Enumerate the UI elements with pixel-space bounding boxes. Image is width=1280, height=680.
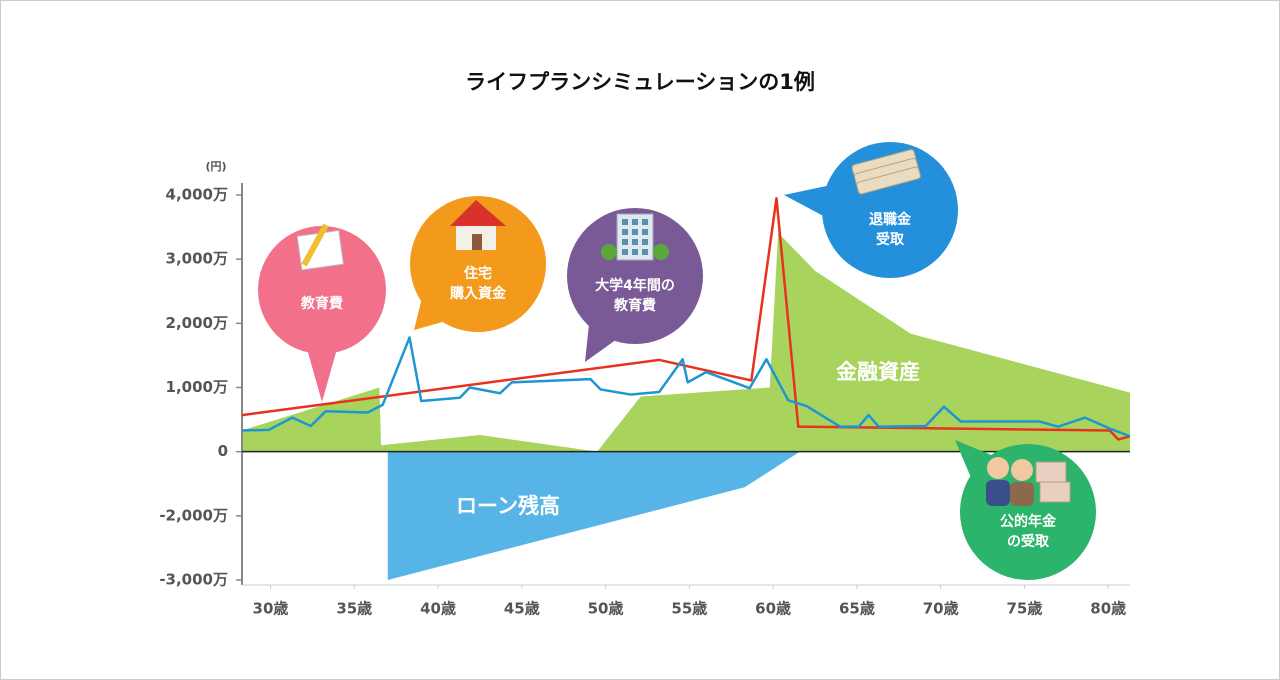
callout-label: 公的年金 <box>1000 513 1057 530</box>
icon <box>986 480 1010 506</box>
callout-bubble <box>410 196 546 332</box>
icon <box>301 223 329 267</box>
area <box>387 451 800 580</box>
x-tick-label: 60歳 <box>755 600 791 618</box>
y-tick-label: 1,000万 <box>166 378 228 396</box>
callout-tail <box>308 352 336 402</box>
icon <box>987 457 1009 479</box>
icon <box>1010 482 1034 506</box>
x-tick-label: 45歳 <box>504 600 540 618</box>
y-tick-label: 2,000万 <box>166 314 228 332</box>
callout-label: 住宅 <box>463 265 492 282</box>
icon <box>622 219 628 225</box>
callout-label: 大学4年間の <box>595 277 675 294</box>
callout-label: の受取 <box>1007 533 1050 550</box>
icon <box>1011 459 1033 481</box>
icon <box>653 244 669 260</box>
icon <box>642 249 648 255</box>
icon <box>632 219 638 225</box>
callout-tail <box>955 440 992 476</box>
y-tick-label: -2,000万 <box>159 506 228 524</box>
line <box>241 196 1131 441</box>
icon <box>1039 481 1071 503</box>
callout: 教育費 <box>258 223 386 402</box>
icon <box>632 249 638 255</box>
y-tick-label: 3,000万 <box>166 250 228 268</box>
callout-tail <box>784 186 827 216</box>
x-tick-label: 50歳 <box>588 600 624 618</box>
callout-label: 教育費 <box>613 297 656 314</box>
x-tick-label: 80歳 <box>1090 600 1126 618</box>
icon <box>632 239 638 245</box>
callout-bubble <box>258 226 386 354</box>
icon <box>622 249 628 255</box>
icon <box>1035 461 1067 483</box>
icon <box>450 200 506 226</box>
area-label: ローン残高 <box>456 494 560 518</box>
y-tick-label: 0 <box>218 442 228 460</box>
icon <box>472 234 482 250</box>
icon <box>642 219 648 225</box>
y-unit: (円) <box>205 160 226 173</box>
chart-title: ライフプランシミュレーションの1例 <box>465 70 815 94</box>
area <box>242 232 1130 452</box>
callout-bubble <box>567 208 703 344</box>
icon <box>601 244 617 260</box>
line <box>241 336 1131 438</box>
x-tick-label: 55歳 <box>671 600 707 618</box>
x-tick-label: 30歳 <box>253 600 289 618</box>
callout-tail <box>585 325 615 362</box>
x-tick-label: 65歳 <box>839 600 875 618</box>
icon <box>622 239 628 245</box>
icon <box>642 229 648 235</box>
callout-label: 教育費 <box>300 295 343 312</box>
area-label: 金融資産 <box>836 360 920 384</box>
icon <box>856 166 921 195</box>
icon <box>642 239 648 245</box>
callout-label: 購入資金 <box>449 285 507 302</box>
x-tick-label: 40歳 <box>420 600 456 618</box>
icon <box>632 229 638 235</box>
y-tick-label: -3,000万 <box>159 571 228 589</box>
callout-label: 退職金 <box>869 211 912 228</box>
x-tick-label: 75歳 <box>1007 600 1043 618</box>
callout-tail <box>414 301 443 330</box>
x-tick-label: 70歳 <box>923 600 959 618</box>
x-tick-label: 35歳 <box>336 600 372 618</box>
callout-label: 受取 <box>876 231 905 248</box>
y-tick-label: 4,000万 <box>166 186 228 204</box>
icon <box>622 229 628 235</box>
